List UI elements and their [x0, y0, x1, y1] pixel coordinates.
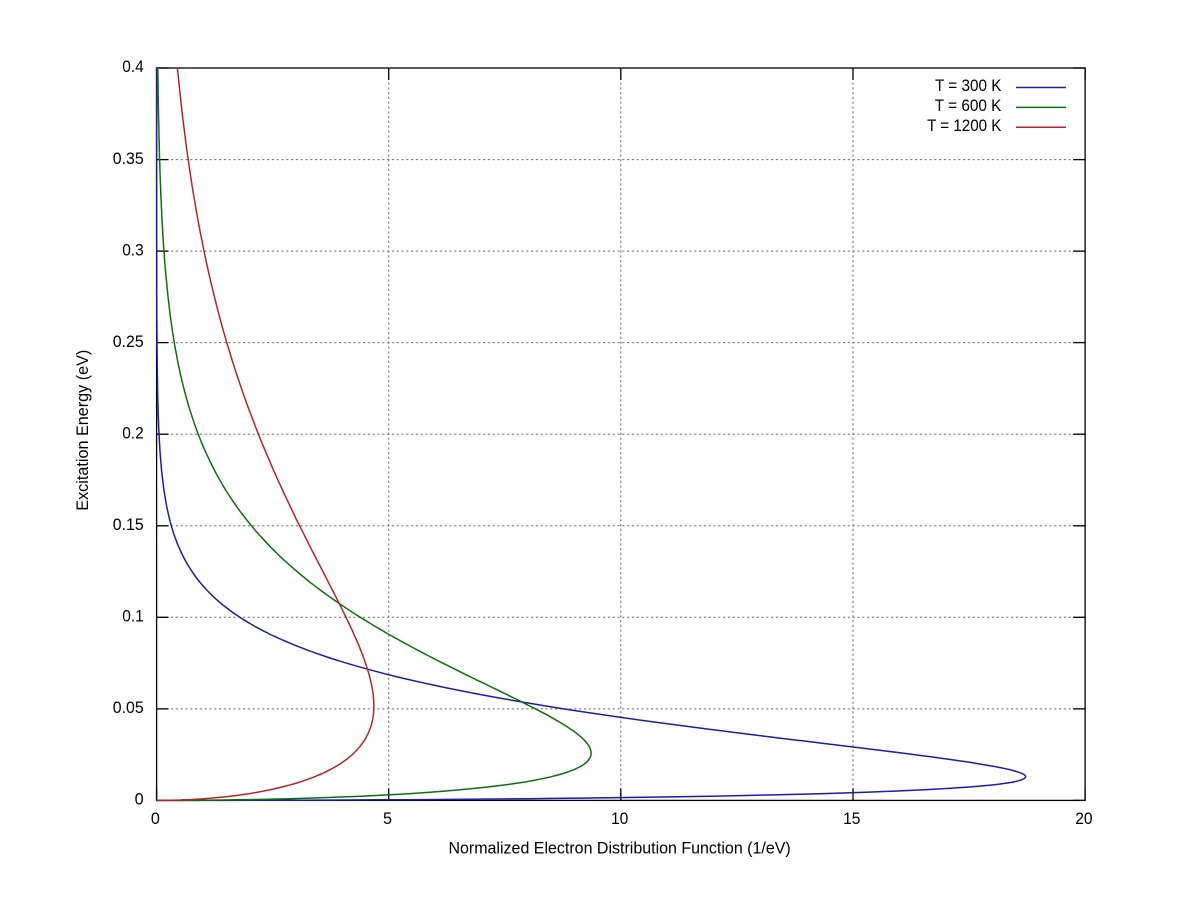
svg-text:10: 10: [611, 810, 628, 828]
svg-text:0.4: 0.4: [122, 58, 144, 76]
svg-text:0.1: 0.1: [122, 608, 144, 626]
svg-text:0: 0: [151, 810, 160, 828]
svg-text:0.35: 0.35: [113, 150, 144, 168]
svg-text:20: 20: [1075, 810, 1092, 828]
svg-text:T = 1200 K: T = 1200 K: [927, 117, 1001, 135]
svg-text:0.05: 0.05: [113, 699, 144, 717]
svg-text:15: 15: [843, 810, 860, 828]
svg-text:0: 0: [135, 791, 144, 809]
svg-text:T = 600 K: T = 600 K: [935, 97, 1002, 115]
svg-text:0.15: 0.15: [113, 516, 144, 534]
svg-text:0.25: 0.25: [113, 333, 144, 351]
svg-text:0.3: 0.3: [122, 241, 144, 259]
svg-text:Normalized Electron Distributi: Normalized Electron Distribution Functio…: [448, 839, 790, 857]
svg-text:T = 300 K: T = 300 K: [935, 77, 1002, 95]
svg-text:Excitation Energy (eV): Excitation Energy (eV): [74, 350, 92, 511]
svg-text:5: 5: [383, 810, 392, 828]
svg-text:0.2: 0.2: [122, 424, 144, 442]
